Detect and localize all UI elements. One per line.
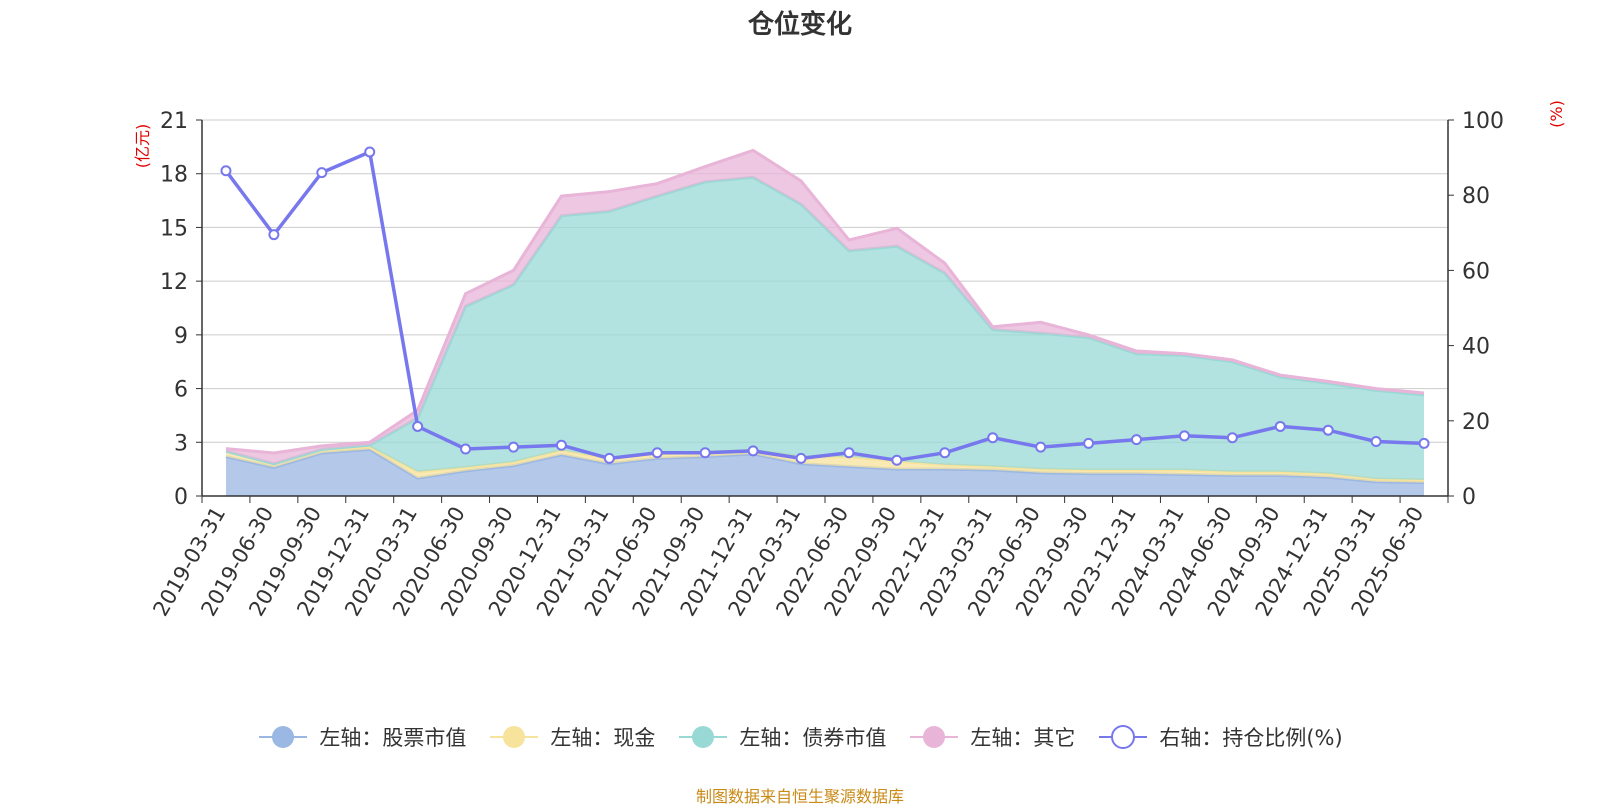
legend-label: 右轴：持仓比例(%) [1159,726,1343,750]
ratio-point [699,447,711,459]
ratio-point [364,146,376,158]
ratio-point [220,165,232,177]
legend-symbol [910,726,959,748]
ratio-point [460,443,472,455]
legend-item[interactable]: 左轴：股票市值 [257,722,466,752]
ratio-point [1131,434,1142,446]
right-tick-label: 60 [1462,259,1490,284]
legend-label: 左轴：债券市值 [739,726,887,750]
ratio-point [1322,424,1334,436]
right-axis-unit: (%) [1547,100,1566,128]
legend-symbol [1099,725,1148,749]
ratio-point [747,445,759,457]
ratio-point [1178,430,1190,442]
area-左轴：股票市值 [226,449,1424,496]
left-tick-label: 21 [160,109,188,134]
right-tick-label: 80 [1462,184,1490,209]
ratio-point [843,447,855,459]
area-edge-左轴：其它 [225,148,1425,455]
ratio-point [1418,437,1430,449]
ratio-point [555,439,567,451]
left-axis-unit: (亿元) [133,124,152,169]
ratio-point [1083,437,1095,449]
ratio-point [891,454,903,466]
legend-symbol [490,726,539,748]
area-左轴：债券市值 [226,177,1424,480]
series-line-ratio [224,150,1425,463]
stacked-areas [225,148,1425,496]
right-tick-label: 0 [1462,485,1476,510]
legend-symbol [679,726,728,748]
left-tick-label: 9 [174,324,188,349]
ratio-point [1035,441,1047,453]
source-note: 制图数据来自恒生聚源数据库 [695,787,904,806]
chart-title: 仓位变化 [747,10,852,40]
ratio-point [268,229,280,241]
ratio-point [412,420,424,432]
legend-label: 左轴：股票市值 [319,726,467,750]
ratio-point [987,432,999,444]
ratio-point [651,447,663,459]
legend-item[interactable]: 左轴：其它 [908,722,1075,752]
legend-item[interactable]: 左轴：现金 [488,722,655,752]
left-tick-label: 0 [174,485,188,510]
legend-item[interactable]: 左轴：债券市值 [677,722,886,752]
left-tick-label: 6 [174,378,188,403]
ratio-line [220,146,1430,466]
left-tick-label: 12 [160,270,188,295]
ratio-point [1370,435,1382,447]
legend-item[interactable]: 右轴：持仓比例(%) [1097,722,1343,752]
ratio-point [795,452,807,464]
ratio-point [1274,420,1286,432]
right-tick-label: 100 [1462,109,1504,134]
ratio-point [603,452,615,464]
right-tick-label: 20 [1462,410,1490,435]
legend-label: 左轴：现金 [550,726,656,750]
ratio-point [316,167,328,179]
ratio-point [939,447,951,459]
ratio-point [1226,432,1238,444]
area-左轴：其它 [226,150,1424,464]
right-tick-label: 40 [1462,335,1490,360]
left-tick-label: 18 [160,163,188,188]
ratio-point [508,441,519,453]
legend: 左轴：股票市值 左轴：现金 左轴：债券市值 左轴：其它 右轴：持仓比例(%) [0,722,1600,752]
legend-symbol [259,726,308,748]
left-tick-label: 3 [174,431,188,456]
legend-label: 左轴：其它 [970,726,1076,750]
area-左轴：现金 [226,446,1424,483]
left-tick-label: 15 [160,216,188,241]
